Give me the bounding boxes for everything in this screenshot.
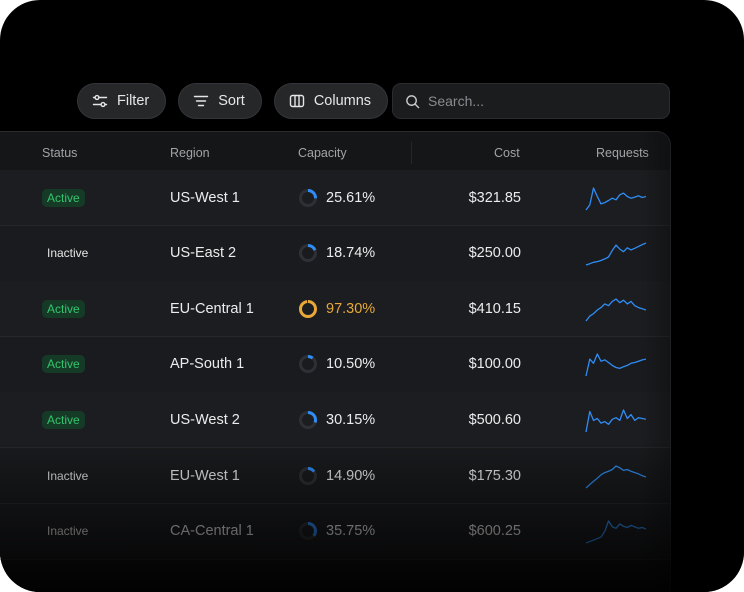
column-divider: [411, 142, 412, 164]
cost-cell: $250.00: [468, 245, 521, 262]
table-row[interactable]: Active AP-South 1 10.50% $100.00: [0, 336, 670, 393]
column-header-capacity[interactable]: Capacity: [298, 146, 347, 160]
table-toolbar: Filter Sort Columns: [77, 83, 389, 119]
requests-sparkline: [585, 520, 647, 544]
cost-cell: $410.15: [468, 300, 521, 317]
table-row[interactable]: Active US-West 2 30.15% $500.60: [0, 392, 670, 449]
status-badge: Inactive: [47, 468, 89, 483]
capacity-ring-icon: [299, 244, 317, 263]
cost-cell: $500.60: [468, 411, 521, 428]
capacity-cell: 30.15%: [298, 392, 375, 447]
status-badge: Active: [42, 355, 85, 374]
cost-cell: $100.00: [468, 356, 521, 373]
status-cell: Active: [42, 392, 85, 447]
table-header: Status Region Capacity Cost Requests: [0, 132, 670, 171]
cost-cell: $600.25: [468, 523, 521, 540]
cost-cell: $175.30: [468, 467, 521, 484]
region-cell: US-West 2: [170, 411, 240, 428]
capacity-cell: 18.74%: [298, 226, 375, 281]
capacity-cell: 97.30%: [298, 281, 375, 336]
search-box[interactable]: [392, 83, 670, 119]
sort-lines-icon: [194, 95, 209, 107]
capacity-value: 35.75%: [326, 523, 376, 540]
capacity-cell: 14.90%: [298, 448, 375, 503]
status-cell: Active: [42, 337, 85, 392]
data-table: Status Region Capacity Cost Requests Act…: [0, 131, 671, 592]
search-input[interactable]: [428, 93, 648, 109]
sparkline-path: [585, 520, 647, 544]
column-header-requests[interactable]: Requests: [596, 146, 649, 160]
region-cell: CA-Central 1: [170, 523, 254, 540]
capacity-value: 25.61%: [326, 189, 376, 206]
requests-sparkline: [585, 298, 647, 322]
table-row[interactable]: Inactive EU-West 1 14.90% $175.30: [0, 448, 670, 504]
capacity-ring-icon: [299, 188, 317, 207]
requests-cell: [584, 392, 648, 447]
column-header-status[interactable]: Status: [42, 146, 78, 160]
requests-sparkline: [585, 353, 647, 377]
sliders-icon: [92, 94, 108, 108]
region-cell: EU-Central 1: [170, 300, 254, 317]
region-cell: US-West 1: [170, 189, 240, 206]
capacity-cell: 10.50%: [298, 337, 375, 392]
region-cell: EU-West 1: [170, 467, 240, 484]
status-badge: Active: [42, 410, 85, 429]
capacity-value: 97.30%: [326, 300, 376, 317]
sparkline-path: [585, 298, 647, 322]
status-cell: Inactive: [42, 448, 93, 503]
table-row[interactable]: Active US-West 1 25.61% $321.85: [0, 170, 670, 226]
capacity-ring-icon: [299, 410, 317, 429]
region-cell: AP-South 1: [170, 356, 245, 373]
capacity-value: 18.74%: [326, 245, 376, 262]
requests-cell: [584, 170, 648, 225]
table-row[interactable]: Inactive CA-Central 1 35.75% $600.25: [0, 503, 670, 560]
capacity-ring-icon: [299, 522, 317, 541]
table-row[interactable]: Active EU-Central 1 97.30% $410.15: [0, 281, 670, 338]
status-badge: Active: [42, 299, 85, 318]
sparkline-path: [585, 242, 647, 266]
columns-button[interactable]: Columns: [273, 83, 389, 119]
capacity-value: 14.90%: [326, 467, 376, 484]
status-badge: Active: [42, 188, 85, 207]
status-cell: Inactive: [42, 504, 93, 559]
requests-cell: [584, 448, 648, 503]
sort-button[interactable]: Sort: [178, 83, 262, 119]
capacity-ring-icon: [299, 466, 317, 485]
requests-sparkline: [585, 409, 647, 433]
capacity-cell: 35.75%: [298, 504, 375, 559]
requests-cell: [584, 226, 648, 281]
capacity-ring-icon: [299, 355, 317, 374]
requests-cell: [584, 337, 648, 392]
status-cell: Active: [42, 170, 85, 225]
column-header-cost[interactable]: Cost: [494, 146, 520, 160]
table-row[interactable]: Inactive US-East 2 18.74% $250.00: [0, 225, 670, 282]
capacity-cell: 25.61%: [298, 170, 375, 225]
search-icon: [406, 94, 420, 108]
filter-label: Filter: [117, 93, 150, 109]
status-cell: Inactive: [42, 226, 93, 281]
columns-label: Columns: [313, 93, 372, 109]
columns-icon: [289, 94, 305, 108]
capacity-value: 10.50%: [326, 356, 376, 373]
sort-label: Sort: [218, 93, 245, 109]
cost-cell: $321.85: [468, 189, 521, 206]
status-badge: Inactive: [47, 524, 89, 539]
requests-cell: [584, 504, 648, 559]
status-cell: Active: [42, 281, 85, 336]
capacity-ring-icon: [299, 299, 317, 318]
requests-cell: [584, 281, 648, 336]
capacity-value: 30.15%: [326, 411, 376, 428]
sparkline-path: [585, 464, 647, 488]
filter-button[interactable]: Filter: [77, 83, 167, 119]
region-cell: US-East 2: [170, 245, 237, 262]
status-badge: Inactive: [47, 246, 89, 261]
sparkline-path: [585, 186, 647, 210]
sparkline-path: [585, 353, 647, 377]
requests-sparkline: [585, 464, 647, 488]
requests-sparkline: [585, 186, 647, 210]
requests-sparkline: [585, 242, 647, 266]
column-header-region[interactable]: Region: [170, 146, 210, 160]
sparkline-path: [585, 409, 647, 433]
